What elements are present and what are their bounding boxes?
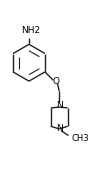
Text: NH2: NH2 (21, 26, 40, 35)
Text: N: N (56, 124, 63, 133)
Text: O: O (52, 77, 59, 86)
Text: CH3: CH3 (72, 134, 89, 143)
Text: N: N (56, 101, 63, 110)
